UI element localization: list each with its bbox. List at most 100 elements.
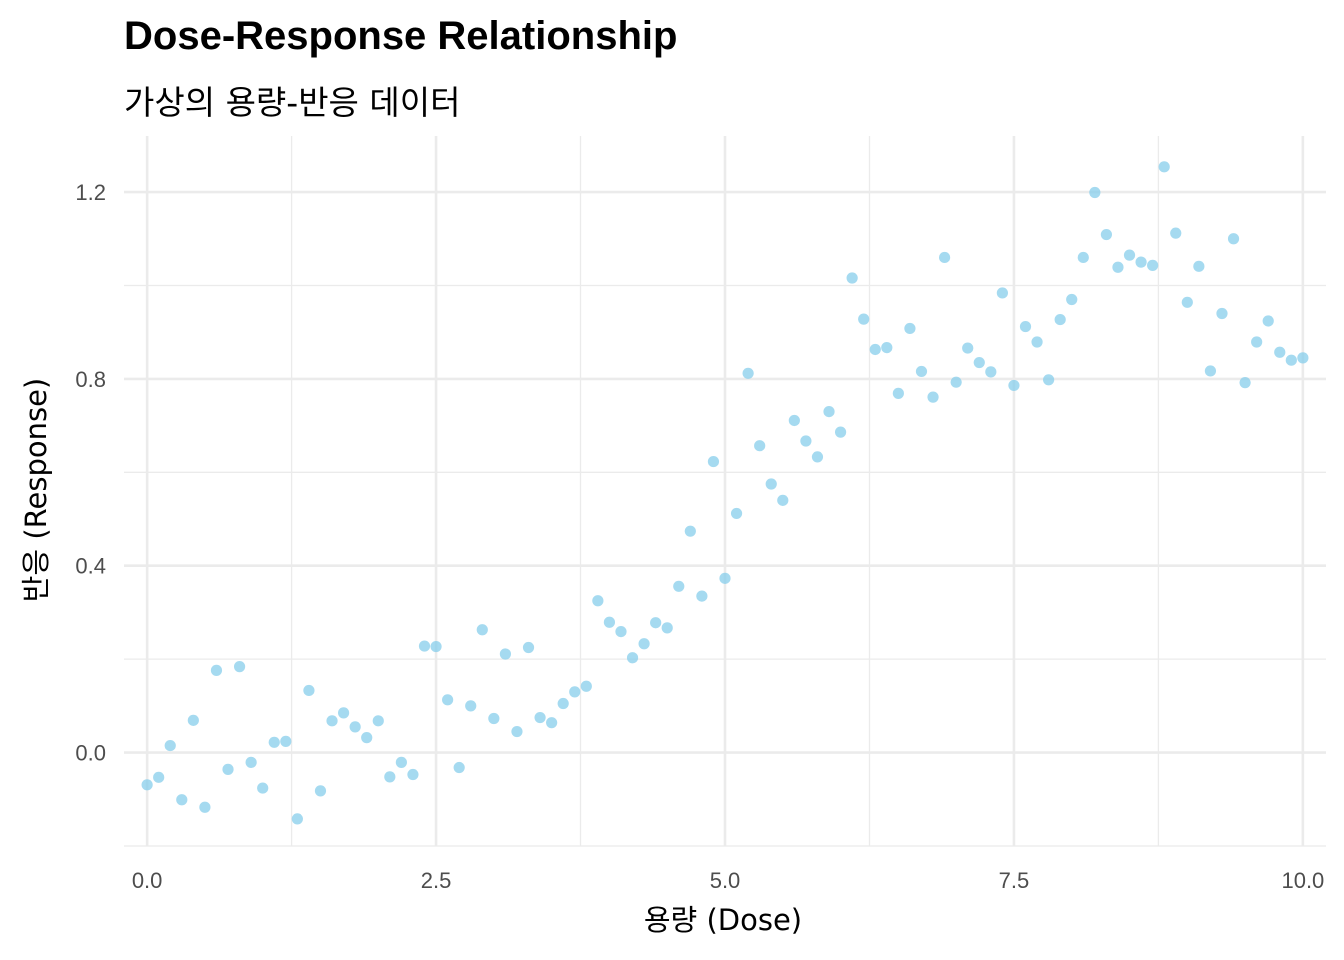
data-point [199,801,211,813]
data-point [442,694,454,706]
data-point [846,272,858,284]
x-axis-title: 용량 (Dose) [644,903,802,937]
data-point [546,717,558,729]
data-point [395,756,407,768]
data-point [1227,233,1240,245]
data-point [1285,354,1297,366]
data-point [1054,313,1066,326]
data-point [1204,365,1217,377]
data-point [361,732,373,744]
data-point [811,451,824,463]
data-point [153,771,165,783]
data-point [754,440,766,452]
data-point [1066,293,1078,306]
data-point [337,707,350,719]
x-tick-label: 0.0 [132,868,163,893]
x-tick-label: 7.5 [999,868,1030,893]
data-point [1181,296,1193,308]
data-point [1043,374,1055,386]
y-tick-label: 0.8 [75,367,106,392]
data-point [615,625,627,638]
data-point [303,684,315,697]
data-point [834,426,847,438]
data-point [950,376,962,388]
data-point [245,756,257,768]
data-point [465,700,477,712]
data-point [869,343,881,356]
data-point [730,507,743,520]
y-tick-label: 0.0 [75,741,106,766]
data-point [268,736,280,748]
data-point [1239,377,1251,389]
data-point [1112,261,1124,273]
data-point [1251,336,1263,348]
data-point [187,714,199,726]
data-point [673,580,685,592]
data-point [222,763,234,775]
chart-subtitle: 가상의 용량-반응 데이터 [124,83,461,122]
data-point [476,624,488,636]
data-point [996,287,1008,299]
data-point [592,595,604,607]
data-point [1123,249,1136,261]
data-point [858,313,870,325]
data-point [407,768,419,781]
data-point [1274,346,1286,358]
y-axis-tick-labels: 0.0 0.4 0.8 1.2 [75,180,106,766]
data-point [326,715,338,727]
data-point [1008,379,1020,392]
data-points [141,161,1309,825]
data-point [650,617,662,629]
data-point [418,640,431,652]
data-point [892,387,904,399]
data-point [291,813,303,825]
x-tick-label: 2.5 [421,868,452,893]
data-point [800,435,812,447]
data-point [1089,186,1101,199]
data-point [823,405,835,418]
data-point [499,648,512,660]
data-point [684,525,696,537]
data-point [765,478,777,490]
x-axis-tick-labels: 0.0 2.5 5.0 7.5 10.0 [132,868,1324,893]
x-tick-label: 10.0 [1281,868,1324,893]
data-point [927,391,939,403]
data-point [1262,315,1274,327]
data-point [638,638,650,650]
data-point [1158,161,1170,173]
x-tick-label: 5.0 [710,868,741,893]
data-point [430,640,442,653]
data-point [534,711,546,724]
data-point [580,680,592,692]
data-point [661,622,673,634]
data-point [1193,260,1205,272]
data-point [1170,227,1182,239]
data-point [915,365,928,378]
data-point [985,366,997,378]
data-point [777,494,789,506]
data-point [511,725,523,738]
data-point [522,641,535,654]
data-point [1135,256,1147,268]
data-point [176,794,188,806]
data-point [141,779,153,791]
data-point [233,661,246,673]
major-gridlines [124,136,1326,846]
y-axis-title: 반응 (Response) [19,378,53,603]
data-point [164,739,176,752]
data-point [1147,259,1159,271]
data-point [742,367,754,379]
data-point [488,712,500,725]
data-point [962,342,974,354]
data-point [788,414,800,427]
data-point [626,652,639,664]
data-point [1077,251,1089,264]
data-point [349,721,361,733]
data-point [1216,307,1228,320]
data-point [904,322,916,335]
data-point [696,590,708,602]
data-point [210,664,223,676]
data-point [973,356,985,369]
data-point [372,715,384,727]
data-point [881,341,893,354]
